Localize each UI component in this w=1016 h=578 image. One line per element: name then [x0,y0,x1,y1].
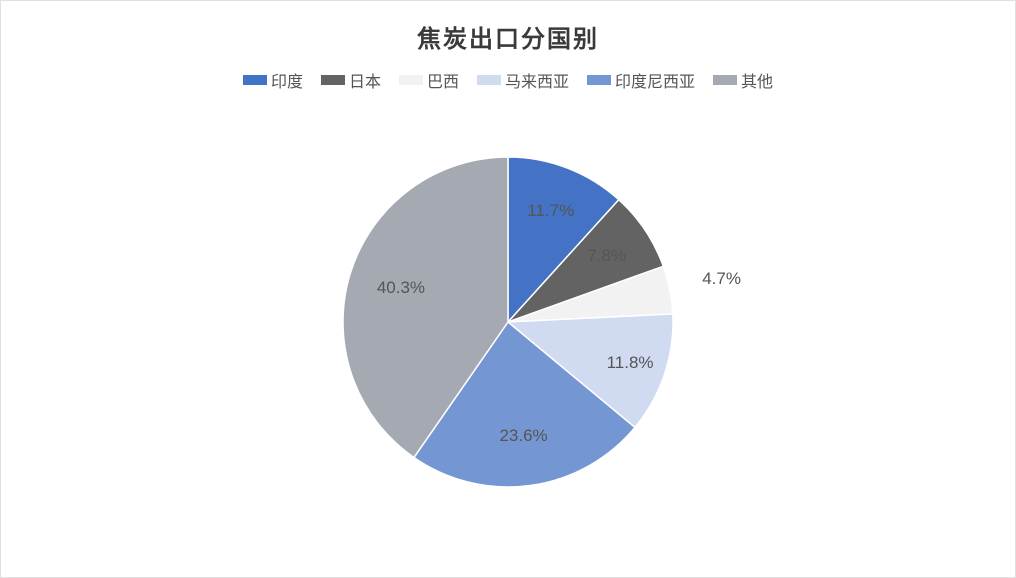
legend-swatch [713,75,737,85]
slice-label: 4.7% [702,269,741,289]
slice-label: 11.8% [607,353,654,373]
slice-label: 23.6% [499,426,547,446]
legend-item: 巴西 [399,68,459,92]
legend-swatch [477,75,501,85]
legend-item: 印度 [243,68,303,92]
legend-label: 印度尼西亚 [615,68,695,92]
legend-item: 马来西亚 [477,68,569,92]
legend-swatch [587,75,611,85]
legend-label: 马来西亚 [505,68,569,92]
chart-container: 焦炭出口分国别 印度日本巴西马来西亚印度尼西亚其他 11.7%7.8%4.7%1… [0,0,1016,578]
pie-area: 11.7% 7.8% 4.7% 11.8% 23.6% 40.3% [1,102,1015,542]
legend-label: 印度 [271,68,303,92]
legend-item: 其他 [713,68,773,92]
legend-label: 巴西 [427,68,459,92]
chart-legend: 印度 日本 巴西 马来西亚 印度尼西亚 其他 [1,68,1015,92]
slice-label: 7.8% [587,246,626,266]
slice-label: 40.3% [377,278,425,298]
legend-item: 日本 [321,68,381,92]
legend-label: 其他 [741,68,773,92]
legend-item: 印度尼西亚 [587,68,695,92]
legend-swatch [321,75,345,85]
legend-label: 日本 [349,68,381,92]
legend-swatch [399,75,423,85]
chart-title: 焦炭出口分国别 [1,1,1015,54]
legend-swatch [243,75,267,85]
slice-label: 11.7% [527,201,574,221]
